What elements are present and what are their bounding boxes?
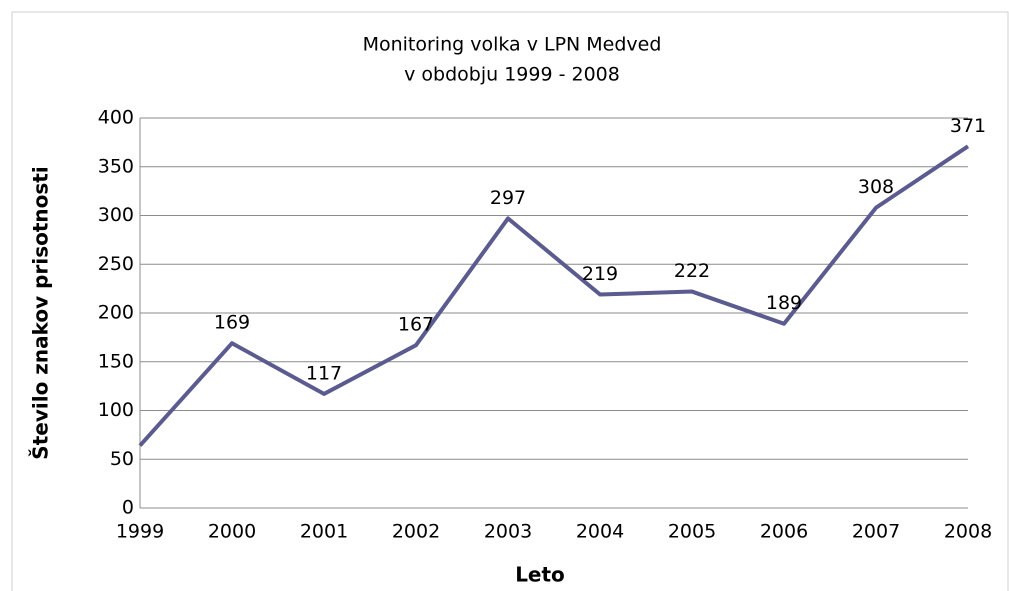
chart-frame [11, 11, 1009, 591]
y-tick-label: 250 [98, 253, 134, 275]
data-label: 308 [858, 176, 894, 198]
y-tick-label: 200 [98, 302, 134, 324]
data-label: 117 [306, 362, 342, 384]
y-tick-label: 350 [98, 155, 134, 177]
x-tick-label: 2002 [392, 521, 440, 543]
data-label: 167 [398, 314, 434, 336]
x-tick-label: 2007 [852, 521, 900, 543]
y-tick-label: 50 [110, 448, 134, 470]
y-tick-label: 0 [122, 497, 134, 519]
x-tick-label: 2000 [208, 521, 256, 543]
x-tick-label: 2005 [668, 521, 716, 543]
data-label: 219 [582, 263, 618, 285]
x-tick-label: 2001 [300, 521, 348, 543]
x-tick-label: 2006 [760, 521, 808, 543]
y-axis-title: Število znakov prisotnosti [29, 166, 53, 459]
x-tick-label: 2003 [484, 521, 532, 543]
data-line [138, 144, 970, 447]
data-label: 371 [950, 115, 986, 137]
y-tick-label: 300 [98, 204, 134, 226]
x-tick-label: 2004 [576, 521, 624, 543]
x-axis-title: Leto [515, 563, 565, 587]
y-tick-label: 100 [98, 399, 134, 421]
y-tick-label: 150 [98, 350, 134, 372]
data-label: 222 [674, 260, 710, 282]
chart-subtitle: v obdobju 1999 - 2008 [404, 64, 620, 86]
x-tick-label: 2008 [944, 521, 992, 543]
x-tick-label: 1999 [116, 521, 164, 543]
chart-title: Monitoring volka v LPN Medved [363, 34, 662, 56]
data-label: 169 [214, 312, 250, 334]
data-label: 297 [490, 187, 526, 209]
y-tick-label: 400 [98, 107, 134, 129]
data-label: 189 [766, 292, 802, 314]
